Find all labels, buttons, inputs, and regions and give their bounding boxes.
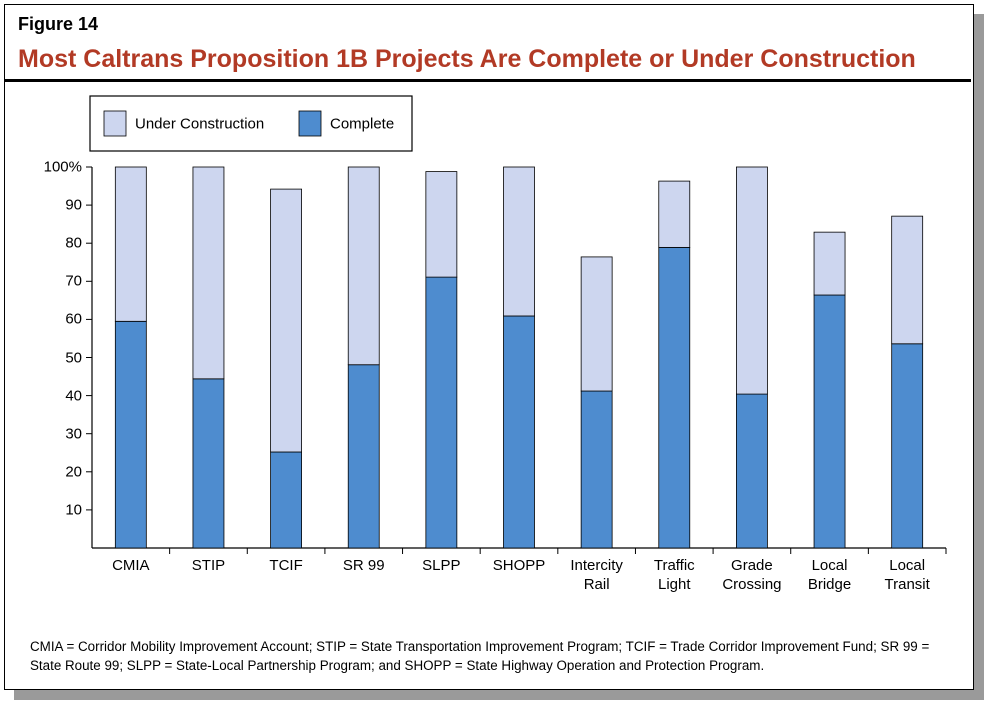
legend-label: Complete (330, 115, 395, 133)
y-tick-label: 50 (65, 349, 82, 366)
bar-segment (580, 390, 613, 549)
legend-swatch (298, 110, 322, 137)
legend-swatch (103, 110, 127, 137)
bar-segment (813, 231, 846, 296)
y-tick-label: 80 (65, 234, 82, 252)
y-tick-label: 40 (65, 387, 82, 405)
bar-segment (580, 256, 613, 392)
x-tick-label: Local Transit (884, 557, 930, 593)
legend-label: Under Construction (135, 115, 265, 133)
y-tick-label: 30 (65, 425, 82, 443)
bar-segment (114, 166, 147, 322)
bar-segment (114, 320, 147, 549)
bar-segment (192, 378, 225, 549)
x-tick-label: CMIA (112, 557, 150, 574)
bar-segment (658, 180, 691, 248)
x-tick-label: Traffic Light (653, 557, 695, 593)
y-tick-label: 100% (43, 158, 82, 176)
bar-segment (736, 393, 768, 549)
bar-segment (503, 166, 535, 317)
x-tick-label: SR 99 (342, 557, 385, 574)
bar-segment (270, 188, 302, 453)
x-tick-label: TCIF (269, 557, 303, 574)
bar-segment (425, 171, 458, 278)
x-tick-label: Local Bridge (807, 557, 852, 593)
footnote: CMIA = Corridor Mobility Improvement Acc… (30, 639, 930, 673)
y-tick-label: 90 (65, 196, 82, 214)
bar-segment (425, 276, 458, 549)
bar-segment (891, 343, 924, 549)
x-tick-label: Intercity Rail (570, 557, 623, 593)
y-tick-label: 20 (65, 463, 82, 481)
x-tick-label: STIP (191, 557, 226, 574)
x-tick-label: SLPP (422, 557, 461, 574)
bar-segment (813, 294, 846, 549)
bar-segment (503, 315, 535, 549)
legend-box (89, 95, 413, 152)
bar-segment (347, 364, 380, 549)
bar-segment (270, 451, 302, 549)
chart-title: Most Caltrans Proposition 1B Projects Ar… (18, 45, 916, 73)
x-tick-label: Grade Crossing (722, 557, 782, 593)
y-tick-label: 60 (65, 310, 82, 328)
bar-segment (891, 215, 924, 345)
bar-segment (192, 166, 225, 380)
title-rule (5, 79, 971, 82)
y-tick-label: 70 (65, 272, 82, 290)
bar-segment (347, 166, 380, 366)
figure-label: Figure 14 (18, 14, 99, 34)
x-tick-label: SHOPP (492, 557, 546, 574)
bar-segment (658, 246, 691, 549)
bar-segment (736, 166, 768, 395)
y-tick-label: 10 (65, 501, 82, 519)
